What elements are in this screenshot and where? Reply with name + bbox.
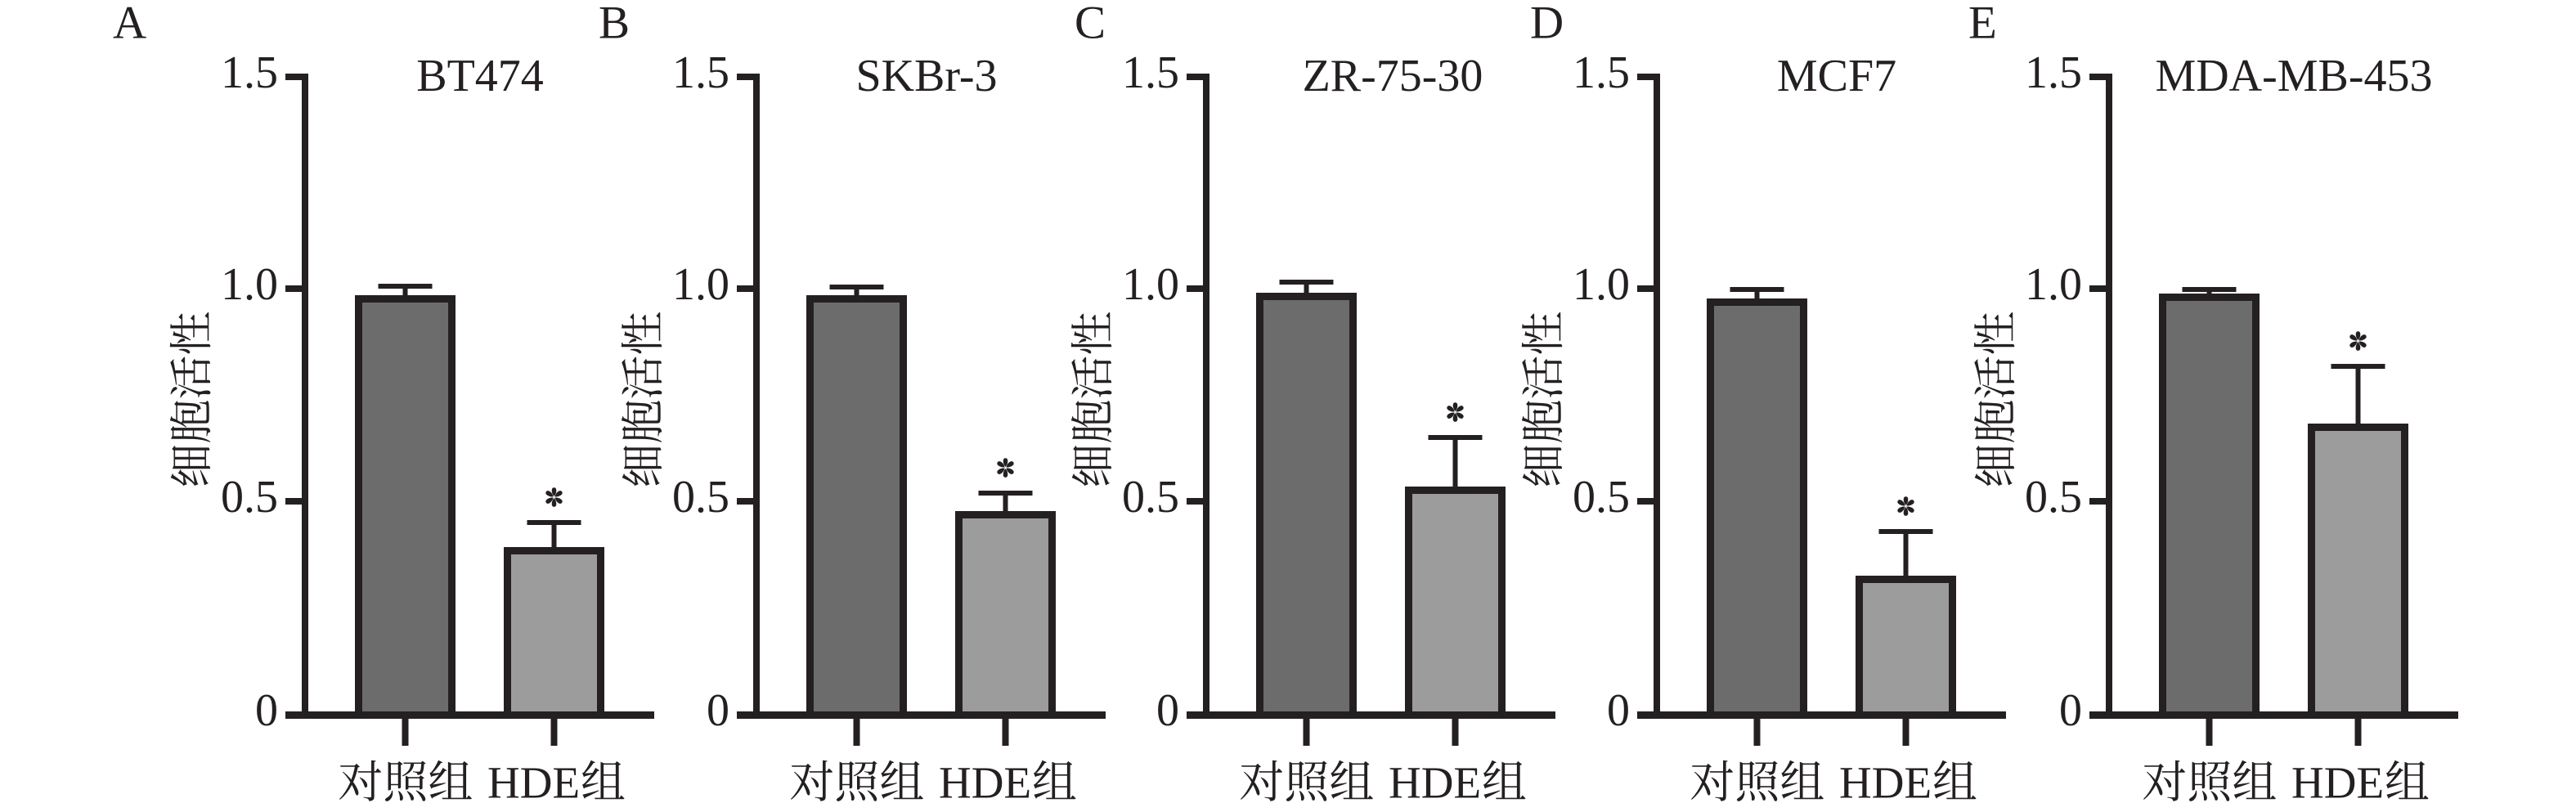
svg-text:B: B	[599, 0, 630, 49]
svg-text:SKBr-3: SKBr-3	[855, 51, 997, 101]
svg-text:1.0: 1.0	[1122, 259, 1179, 310]
svg-text:MDA-MB-453: MDA-MB-453	[2155, 51, 2432, 101]
svg-text:1.0: 1.0	[1573, 259, 1630, 310]
svg-text:0: 0	[255, 685, 278, 736]
svg-text:HDE: HDE	[487, 758, 580, 808]
svg-text:0: 0	[1156, 685, 1179, 736]
svg-text:0.5: 0.5	[1122, 472, 1179, 523]
svg-text:1.5: 1.5	[672, 47, 729, 98]
svg-text:A: A	[113, 0, 146, 49]
svg-text:D: D	[1530, 0, 1564, 49]
svg-text:1.0: 1.0	[672, 259, 729, 310]
svg-text:0: 0	[707, 685, 729, 736]
svg-text:MCF7: MCF7	[1777, 51, 1896, 101]
svg-text:1.5: 1.5	[2025, 47, 2082, 98]
svg-text:ZR-75-30: ZR-75-30	[1303, 51, 1483, 101]
svg-text:0.5: 0.5	[2025, 472, 2082, 523]
svg-text:0.5: 0.5	[221, 472, 278, 523]
svg-text:0.5: 0.5	[1573, 472, 1630, 523]
svg-text:BT474: BT474	[416, 51, 544, 101]
svg-text:1.5: 1.5	[1122, 47, 1179, 98]
svg-text:0: 0	[1607, 685, 1630, 736]
svg-text:HDE: HDE	[2291, 758, 2384, 808]
svg-text:HDE: HDE	[1839, 758, 1932, 808]
svg-text:HDE: HDE	[939, 758, 1031, 808]
svg-text:0.5: 0.5	[672, 472, 729, 523]
svg-text:C: C	[1075, 0, 1106, 49]
svg-text:1.0: 1.0	[2025, 259, 2082, 310]
svg-text:1.0: 1.0	[221, 259, 278, 310]
svg-text:E: E	[1968, 0, 1997, 49]
svg-text:1.5: 1.5	[221, 47, 278, 98]
svg-text:0: 0	[2059, 685, 2082, 736]
svg-text:HDE: HDE	[1389, 758, 1481, 808]
svg-text:1.5: 1.5	[1573, 47, 1630, 98]
